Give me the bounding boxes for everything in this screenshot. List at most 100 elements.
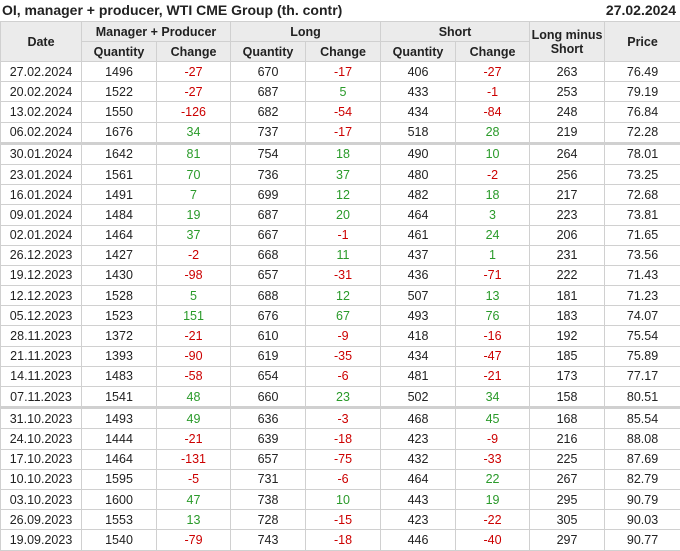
long-minus-short-cell: 305 — [530, 510, 605, 530]
long-quantity-cell: 636 — [231, 408, 306, 429]
header-price: Price — [605, 22, 680, 62]
short-change-cell: 24 — [456, 225, 530, 245]
short-change-cell: -84 — [456, 102, 530, 122]
price-cell: 72.68 — [605, 185, 680, 205]
short-change-cell: -22 — [456, 510, 530, 530]
long-change-cell: 11 — [306, 245, 381, 265]
mp-change-cell: 34 — [157, 122, 231, 143]
mp-change-cell: 37 — [157, 225, 231, 245]
short-change-cell: 10 — [456, 143, 530, 164]
mp-change-cell: 49 — [157, 408, 231, 429]
long-quantity-cell: 687 — [231, 205, 306, 225]
long-minus-short-cell: 248 — [530, 102, 605, 122]
mp-quantity-cell: 1595 — [82, 469, 157, 489]
long-minus-short-cell: 264 — [530, 143, 605, 164]
date-cell: 19.09.2023 — [1, 530, 82, 550]
oi-table: Date Manager + Producer Long Short Long … — [0, 21, 680, 551]
price-cell: 80.51 — [605, 387, 680, 408]
long-change-cell: -18 — [306, 530, 381, 550]
long-change-cell: 67 — [306, 306, 381, 326]
long-quantity-cell: 639 — [231, 429, 306, 449]
long-change-cell: -6 — [306, 469, 381, 489]
short-change-cell: 76 — [456, 306, 530, 326]
short-quantity-cell: 461 — [381, 225, 456, 245]
mp-quantity-cell: 1444 — [82, 429, 157, 449]
short-quantity-cell: 443 — [381, 489, 456, 509]
short-quantity-cell: 423 — [381, 429, 456, 449]
long-minus-short-cell: 225 — [530, 449, 605, 469]
long-quantity-cell: 619 — [231, 346, 306, 366]
long-change-cell: 18 — [306, 143, 381, 164]
long-change-cell: 23 — [306, 387, 381, 408]
header-short-quantity: Quantity — [381, 42, 456, 62]
mp-quantity-cell: 1550 — [82, 102, 157, 122]
long-change-cell: 12 — [306, 286, 381, 306]
price-cell: 71.23 — [605, 286, 680, 306]
mp-change-cell: -21 — [157, 326, 231, 346]
long-change-cell: -35 — [306, 346, 381, 366]
short-quantity-cell: 464 — [381, 469, 456, 489]
short-quantity-cell: 437 — [381, 245, 456, 265]
long-change-cell: -17 — [306, 122, 381, 143]
long-change-cell: -15 — [306, 510, 381, 530]
short-quantity-cell: 480 — [381, 164, 456, 184]
date-cell: 13.02.2024 — [1, 102, 82, 122]
mp-change-cell: -90 — [157, 346, 231, 366]
mp-change-cell: -27 — [157, 82, 231, 102]
date-cell: 24.10.2023 — [1, 429, 82, 449]
short-change-cell: 22 — [456, 469, 530, 489]
long-quantity-cell: 737 — [231, 122, 306, 143]
long-quantity-cell: 688 — [231, 286, 306, 306]
date-cell: 19.12.2023 — [1, 265, 82, 285]
long-minus-short-cell: 223 — [530, 205, 605, 225]
short-change-cell: -27 — [456, 62, 530, 82]
mp-quantity-cell: 1372 — [82, 326, 157, 346]
title-bar: OI, manager + producer, WTI CME Group (t… — [0, 0, 680, 21]
date-cell: 26.09.2023 — [1, 510, 82, 530]
price-cell: 71.65 — [605, 225, 680, 245]
header-date: Date — [1, 22, 82, 62]
mp-quantity-cell: 1523 — [82, 306, 157, 326]
price-cell: 77.17 — [605, 366, 680, 386]
mp-quantity-cell: 1541 — [82, 387, 157, 408]
long-change-cell: 12 — [306, 185, 381, 205]
short-quantity-cell: 446 — [381, 530, 456, 550]
mp-quantity-cell: 1493 — [82, 408, 157, 429]
long-quantity-cell: 728 — [231, 510, 306, 530]
report-title: OI, manager + producer, WTI CME Group (t… — [2, 2, 342, 18]
mp-change-cell: -21 — [157, 429, 231, 449]
short-quantity-cell: 423 — [381, 510, 456, 530]
mp-change-cell: 19 — [157, 205, 231, 225]
long-quantity-cell: 667 — [231, 225, 306, 245]
long-quantity-cell: 731 — [231, 469, 306, 489]
short-quantity-cell: 432 — [381, 449, 456, 469]
long-minus-short-cell: 219 — [530, 122, 605, 143]
price-cell: 74.07 — [605, 306, 680, 326]
short-change-cell: -71 — [456, 265, 530, 285]
long-minus-short-cell: 192 — [530, 326, 605, 346]
date-cell: 20.02.2024 — [1, 82, 82, 102]
mp-quantity-cell: 1600 — [82, 489, 157, 509]
long-quantity-cell: 676 — [231, 306, 306, 326]
header-manager-producer: Manager + Producer — [82, 22, 231, 42]
long-minus-short-cell: 158 — [530, 387, 605, 408]
date-cell: 16.01.2024 — [1, 185, 82, 205]
date-cell: 02.01.2024 — [1, 225, 82, 245]
mp-change-cell: -126 — [157, 102, 231, 122]
short-change-cell: -9 — [456, 429, 530, 449]
mp-change-cell: 7 — [157, 185, 231, 205]
short-change-cell: 45 — [456, 408, 530, 429]
long-change-cell: -17 — [306, 62, 381, 82]
long-minus-short-cell: 206 — [530, 225, 605, 245]
price-cell: 72.28 — [605, 122, 680, 143]
report-date: 27.02.2024 — [606, 2, 676, 18]
